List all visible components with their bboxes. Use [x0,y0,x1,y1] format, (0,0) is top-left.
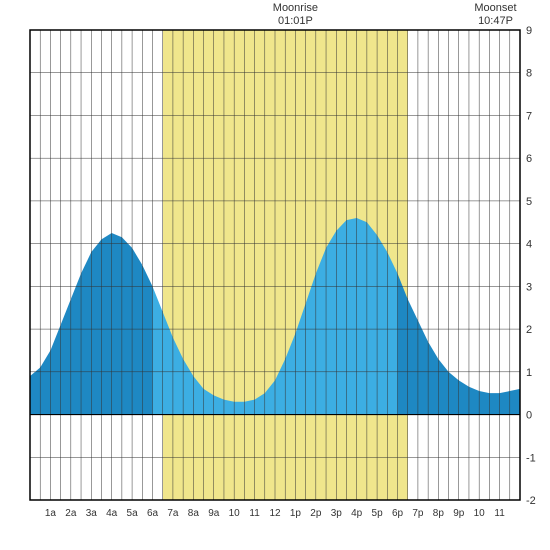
svg-text:8a: 8a [188,508,200,519]
svg-text:6p: 6p [392,508,404,519]
svg-text:11: 11 [494,508,505,519]
moonset-time-text: 10:47P [466,15,526,28]
svg-text:9p: 9p [453,508,465,519]
svg-text:-2: -2 [526,495,536,507]
svg-text:2: 2 [526,324,532,336]
svg-text:4: 4 [526,239,532,251]
chart-svg: -2-101234567891a2a3a4a5a6a7a8a9a1011121p… [0,0,550,550]
svg-text:2a: 2a [65,508,77,519]
svg-text:11: 11 [249,508,260,519]
svg-text:9a: 9a [208,508,220,519]
svg-text:6: 6 [526,153,532,165]
moonrise-time-text: 01:01P [265,15,325,28]
moonrise-annotation: Moonrise 01:01P [265,2,325,28]
svg-text:4p: 4p [351,508,363,519]
svg-text:7a: 7a [167,508,179,519]
svg-text:-1: -1 [526,452,536,464]
svg-text:0: 0 [526,410,532,422]
svg-text:8: 8 [526,68,532,80]
svg-text:10: 10 [229,508,241,519]
svg-text:6a: 6a [147,508,159,519]
svg-text:5: 5 [526,196,532,208]
svg-text:3: 3 [526,281,532,293]
svg-text:5a: 5a [127,508,139,519]
svg-text:3p: 3p [331,508,343,519]
moonrise-title-text: Moonrise [265,2,325,15]
svg-text:1: 1 [526,367,532,379]
svg-text:7p: 7p [412,508,424,519]
svg-text:12: 12 [269,508,281,519]
moonset-annotation: Moonset 10:47P [466,2,526,28]
svg-text:7: 7 [526,110,532,122]
svg-text:4a: 4a [106,508,118,519]
svg-text:10: 10 [474,508,486,519]
svg-text:1a: 1a [45,508,57,519]
tide-chart: -2-101234567891a2a3a4a5a6a7a8a9a1011121p… [0,0,550,550]
svg-text:9: 9 [526,25,532,37]
moonset-title-text: Moonset [466,2,526,15]
svg-text:5p: 5p [372,508,384,519]
svg-text:2p: 2p [310,508,322,519]
svg-text:3a: 3a [86,508,98,519]
svg-text:1p: 1p [290,508,302,519]
svg-text:8p: 8p [433,508,445,519]
